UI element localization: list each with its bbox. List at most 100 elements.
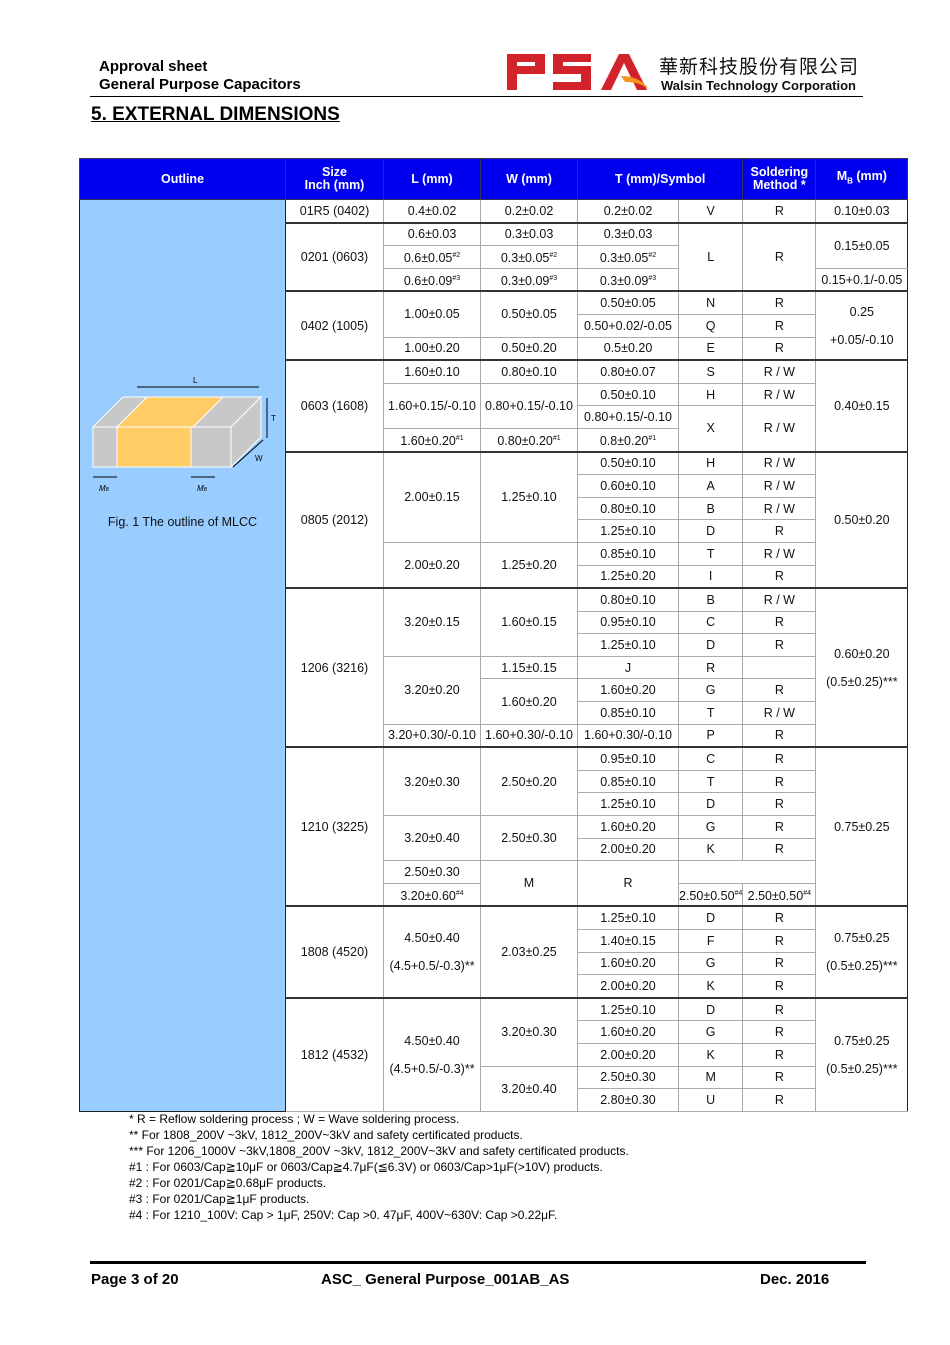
symbol-cell: J	[577, 655, 679, 680]
symbol-cell: D	[677, 633, 744, 657]
symbol-cell: S	[677, 359, 744, 384]
cell-value: D	[706, 1002, 716, 1017]
symbol-cell: B	[677, 587, 744, 612]
cell-value: R	[774, 203, 784, 218]
cell-value: F	[706, 933, 715, 948]
cell-value-alt: +0.05/-0.10	[830, 332, 894, 347]
cell-value: A	[706, 478, 715, 493]
symbol-cell: E	[677, 336, 744, 361]
cell-value: 0.50±0.10	[600, 387, 656, 402]
cell-value: 0.3±0.03	[504, 227, 554, 242]
length-cell: 3.20±0.40	[383, 815, 481, 862]
table-row: 1.25±0.10 D R	[80, 519, 908, 543]
cell-value: 1.60±0.20	[400, 433, 456, 448]
cell-value: 1.60+0.30/-0.10	[485, 728, 573, 743]
cell-value: R	[706, 660, 716, 675]
cell-value: 0.25	[849, 304, 874, 319]
cell-value: K	[706, 978, 715, 993]
mlcc-outline-figure: L T W MB MB	[91, 376, 276, 493]
cell-value: 0.80±0.10	[600, 501, 656, 516]
length-cell: 3.20±0.60#4	[383, 882, 481, 907]
cell-value: P	[706, 728, 715, 743]
table-row: 3.20+0.30/-0.10 1.60+0.30/-0.10 1.60+0.30/…	[80, 723, 908, 748]
thickness-cell: 1.40±0.15	[577, 929, 679, 953]
symbol-cell: C	[677, 610, 744, 635]
cell-value: 0.80±0.07	[600, 364, 656, 379]
thickness-cell: 1.25±0.20	[577, 564, 679, 589]
table-row: 1.60+0.15/-0.10 0.80+0.15/-0.10 0.50±0.10 H…	[80, 382, 908, 429]
soldering-method-cell: R / W	[742, 701, 817, 725]
table-row: 1.00±0.20 0.50±0.20 0.5±0.20 E R	[80, 336, 908, 361]
thickness-cell: 1.60±0.20	[577, 815, 679, 839]
cell-value: D	[706, 524, 716, 539]
cell-value: 0.10±0.03	[834, 203, 890, 218]
cell-value: R	[774, 752, 784, 767]
thickness-cell: 2.50±0.30	[383, 860, 481, 884]
table-row: 2.80±0.30 U R	[80, 1088, 908, 1112]
cell-value: 2.50±0.50	[747, 888, 804, 903]
cell-value: B	[706, 592, 715, 607]
width-cell: 2.50±0.50#4	[677, 882, 744, 907]
cell-value: R	[774, 1047, 784, 1062]
length-cell: 3.20+0.30/-0.10	[383, 723, 481, 748]
cell-value-alt: (4.5+0.5/-0.3)**	[389, 1061, 475, 1076]
soldering-method-cell: R	[742, 221, 817, 292]
cell-value: R	[774, 842, 784, 857]
size-cell: 0805 (2012)	[285, 450, 384, 589]
footnote: #3 : For 0201/Cap≧1μF products.	[129, 1192, 310, 1206]
soldering-method-cell: R	[742, 723, 817, 748]
table-row: 2.50±0.30 M R	[80, 860, 908, 907]
width-cell: 2.03±0.25	[480, 905, 578, 999]
size-cell: 0402 (1005)	[285, 290, 384, 361]
cell-value-alt: (0.5±0.25)***	[826, 959, 898, 974]
soldering-method-cell: R	[742, 996, 817, 1022]
col-t-symbol: T (mm)/Symbol	[576, 158, 744, 200]
cell-value: 0.75±0.25	[834, 1033, 890, 1048]
cell-value: M	[523, 876, 535, 891]
length-cell: 1.60±0.20#1	[383, 427, 481, 453]
cell-value: 2.50±0.30	[501, 831, 557, 846]
cell-value: R	[774, 318, 784, 333]
cell-value: 2.00±0.15	[404, 490, 460, 505]
psa-logo	[507, 54, 649, 90]
symbol-cell: T	[677, 769, 744, 794]
thickness-cell: 0.50±0.10	[577, 382, 679, 407]
width-cell: 0.2±0.02	[480, 198, 578, 224]
soldering-method-cell: R / W	[742, 474, 817, 498]
cell-value: 0.6±0.05	[403, 251, 453, 266]
soldering-method-cell: R	[742, 815, 817, 839]
cell-value: 2.00±0.20	[600, 1047, 656, 1062]
cell-value: 0.50±0.05	[600, 296, 656, 311]
cell-value: R	[774, 728, 784, 743]
soldering-method-cell: R	[742, 769, 817, 794]
cell-value: G	[705, 683, 716, 698]
cell-value: 01R5 (0402)	[299, 203, 370, 218]
footnote-ref: #2	[648, 251, 657, 259]
symbol-cell: M	[480, 860, 578, 907]
thickness-cell: 1.25±0.10	[577, 792, 679, 817]
cell-value: K	[706, 1047, 715, 1062]
soldering-method-cell: R	[742, 746, 817, 771]
company-name-cn: 華新科技股份有限公司	[659, 57, 860, 78]
table-row: 0.85±0.10 T R	[80, 769, 908, 794]
cell-value: R	[774, 1070, 784, 1085]
cell-value: 0.50+0.02/-0.05	[584, 318, 672, 333]
cell-value: R	[774, 569, 784, 584]
footnote-ref: #1	[455, 434, 464, 442]
width-cell: 3.20±0.40	[480, 1065, 578, 1112]
cell-value: 0.6±0.09	[403, 273, 453, 288]
symbol-cell: T	[677, 701, 744, 725]
cell-value: R / W	[763, 705, 795, 720]
figure-caption: Fig. 1 The outline of MLCC	[107, 515, 258, 529]
table-row: 1.60±0.20 1.60±0.20 G R	[80, 678, 908, 725]
mb-cell: 0.15+0.1/-0.05	[815, 267, 909, 292]
width-cell: 1.60+0.30/-0.10	[480, 723, 578, 748]
length-cell: 4.50±0.40 (4.5+0.5/-0.3)**	[383, 996, 481, 1112]
width-cell: 1.25±0.10	[480, 450, 578, 543]
cell-value: 0.5±0.20	[603, 341, 653, 356]
cell-value: 0.4±0.02	[407, 203, 457, 218]
footnote: #4 : For 1210_100V: Cap > 1μF, 250V: Cap…	[129, 1208, 558, 1222]
cell-value: 4.50±0.40	[404, 931, 460, 946]
soldering-method-cell: R	[742, 792, 817, 817]
cell-value: R	[774, 683, 784, 698]
